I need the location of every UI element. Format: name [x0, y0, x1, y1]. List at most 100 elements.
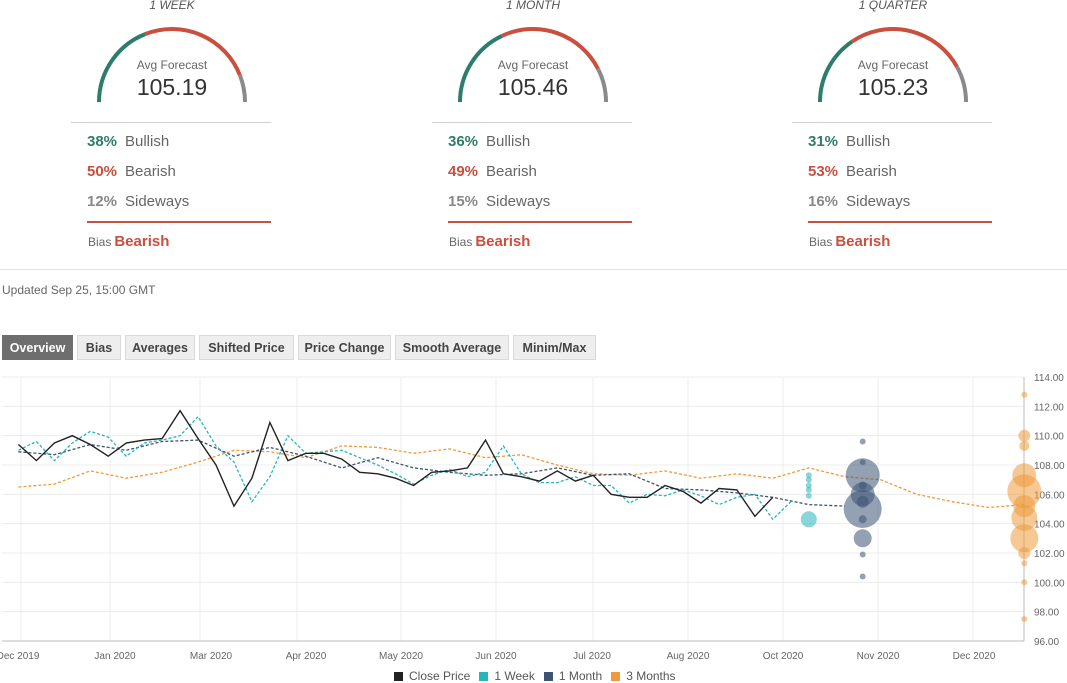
bullish-row: 36% Bullish	[448, 133, 530, 150]
forecast-bubble	[1012, 463, 1037, 488]
legend-label: Close Price	[409, 669, 471, 683]
bearish-percent: 53%	[808, 163, 839, 180]
series-1-week	[18, 415, 792, 521]
section-divider	[0, 269, 1067, 270]
sideways-percent: 16%	[808, 193, 839, 210]
bullish-percent: 36%	[448, 133, 479, 150]
legend-label: 1 Week	[494, 669, 535, 683]
y-tick-label: 102.00	[1034, 549, 1065, 560]
legend-item-close-price[interactable]: Close Price	[394, 669, 470, 683]
tab-shifted-price[interactable]: Shifted Price	[199, 335, 294, 360]
sideways-label: Sideways	[486, 193, 551, 210]
x-tick-label: Apr 2020	[286, 651, 327, 662]
bias-row: Bias Bearish	[809, 233, 890, 250]
series-line	[18, 439, 845, 507]
forecast-bubble	[805, 486, 812, 493]
chart-legend: Close Price 1 Week 1 Month 3 Months	[394, 669, 685, 683]
bearish-label: Bearish	[125, 163, 176, 180]
y-tick-label: 106.00	[1034, 490, 1065, 501]
forecast-bubble	[845, 458, 880, 493]
legend-swatch	[611, 672, 621, 681]
tab-overview[interactable]: Overview	[2, 335, 73, 360]
legend-item-3-months[interactable]: 3 Months	[611, 669, 676, 683]
tab-averages[interactable]: Averages	[125, 335, 195, 360]
forecast-bubble	[853, 529, 872, 548]
panel-divider	[71, 122, 271, 123]
y-tick-label: 98.00	[1034, 608, 1059, 619]
gauge-bearish-arc	[501, 27, 600, 70]
forecast-bubble	[859, 438, 866, 445]
bullish-percent: 31%	[808, 133, 839, 150]
bias-divider	[808, 221, 992, 223]
series-1-month	[18, 439, 845, 507]
forecast-gauge	[818, 27, 968, 103]
y-tick-label: 96.00	[1034, 637, 1059, 648]
gauge-bearish-arc	[144, 27, 242, 76]
forecast-bubble	[859, 459, 866, 466]
forecast-gauge	[458, 27, 608, 103]
forecast-bubble	[1018, 429, 1031, 442]
forecast-bubble	[1021, 560, 1028, 567]
x-tick-label: Oct 2020	[763, 651, 804, 662]
bias-row: Bias Bearish	[88, 233, 169, 250]
sideways-percent: 12%	[87, 193, 118, 210]
panel-divider	[432, 122, 632, 123]
sideways-label: Sideways	[846, 193, 911, 210]
bullish-row: 38% Bullish	[87, 133, 169, 150]
forecast-bubble	[1021, 391, 1028, 398]
y-tick-label: 112.00	[1034, 402, 1064, 413]
tab-smooth-average[interactable]: Smooth Average	[395, 335, 509, 360]
gauge-sideways-arc	[955, 65, 968, 103]
y-tick-label: 108.00	[1034, 461, 1065, 472]
forecast-bubble	[805, 492, 812, 499]
sideways-label: Sideways	[125, 193, 190, 210]
series-close-price	[17, 409, 774, 518]
y-tick-label: 100.00	[1034, 578, 1065, 589]
bias-label: Bias	[809, 235, 833, 249]
bias-divider	[87, 221, 271, 223]
bearish-percent: 50%	[87, 163, 118, 180]
bearish-row: 49% Bearish	[448, 163, 537, 180]
sideways-row: 12% Sideways	[87, 193, 189, 210]
forecast-bubble	[805, 482, 812, 489]
legend-item-1-month[interactable]: 1 Month	[543, 669, 602, 683]
bias-value: Bearish	[835, 233, 891, 250]
sideways-row: 16% Sideways	[808, 193, 910, 210]
bullish-label: Bullish	[125, 133, 170, 150]
avg-forecast-value: 105.46	[497, 74, 569, 100]
bearish-label: Bearish	[846, 163, 897, 180]
tab-bias[interactable]: Bias	[77, 335, 121, 360]
bullish-label: Bullish	[846, 133, 891, 150]
period-label: 1 WEEK	[149, 0, 195, 12]
y-tick-label: 104.00	[1034, 520, 1065, 531]
forecast-bubbles-3-months	[1007, 391, 1042, 622]
bullish-percent: 38%	[87, 133, 118, 150]
bias-label: Bias	[449, 235, 473, 249]
x-tick-label: Aug 2020	[667, 651, 710, 662]
bearish-row: 53% Bearish	[808, 163, 897, 180]
forecast-bubble	[805, 472, 812, 479]
x-tick-label: Dec 2020	[953, 651, 996, 662]
bullish-label: Bullish	[486, 133, 531, 150]
forecast-bubble	[1019, 440, 1030, 451]
gauge-bullish-arc	[97, 32, 146, 103]
avg-forecast-label: Avg Forecast	[497, 58, 569, 72]
forecast-bubbles-1-week	[800, 472, 817, 528]
y-tick-label: 110.00	[1034, 432, 1064, 443]
bias-value: Bearish	[475, 233, 531, 250]
avg-forecast-label: Avg Forecast	[857, 58, 929, 72]
tab-price-change[interactable]: Price Change	[298, 335, 391, 360]
bias-value: Bearish	[114, 233, 170, 250]
series-line	[17, 409, 774, 518]
gauge-bullish-arc	[818, 39, 854, 103]
tab-minim-max[interactable]: Minim/Max	[513, 335, 596, 360]
bias-row: Bias Bearish	[449, 233, 530, 250]
bias-divider	[448, 221, 632, 223]
legend-label: 3 Months	[626, 669, 676, 683]
gauge-bearish-arc	[850, 27, 959, 68]
x-tick-label: Mar 2020	[190, 651, 233, 662]
legend-item-1-week[interactable]: 1 Week	[479, 669, 535, 683]
avg-forecast-value: 105.23	[857, 74, 929, 100]
legend-swatch	[479, 672, 489, 681]
avg-forecast-value: 105.19	[136, 74, 208, 100]
